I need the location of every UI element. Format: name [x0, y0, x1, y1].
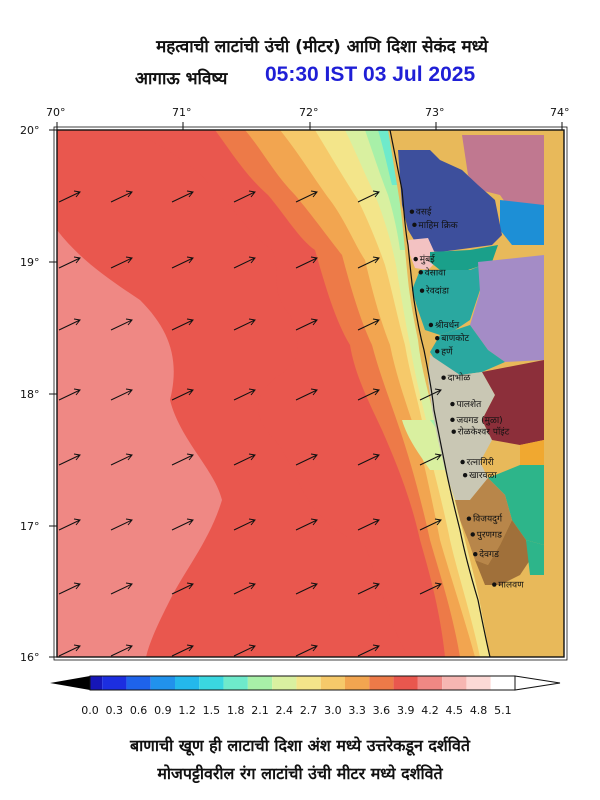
map-frame	[49, 122, 568, 661]
colorbar-cell	[247, 676, 273, 690]
colorbar-tick-label: 2.4	[275, 704, 294, 717]
colorbar-tick-label: 2.7	[299, 704, 318, 717]
colorbar-high-arrow	[514, 675, 561, 691]
place-marker	[409, 209, 415, 214]
place-marker	[412, 222, 417, 228]
lon-label-73: 73°	[425, 106, 445, 119]
colorbar-tick-label: 1.2	[178, 704, 196, 717]
colorbar-cell	[345, 676, 370, 690]
colorbar-cell	[126, 676, 151, 690]
place-marker	[413, 256, 418, 262]
place-marker	[435, 335, 440, 341]
lat-label-16: 16°	[20, 651, 40, 664]
place-label: मालवण	[498, 581, 524, 591]
colorbar-low-arrow	[50, 676, 90, 690]
place-label: वेसावा	[425, 266, 446, 278]
place-label: रेवदांडा	[426, 285, 450, 297]
place-label: विजयदुर्ग	[473, 513, 503, 525]
lat-label-19: 19°	[20, 256, 40, 269]
lat-label-17: 17°	[20, 520, 40, 533]
place-label: बाणकोट	[441, 332, 469, 344]
place-label: श्रीवर्धन	[435, 319, 460, 331]
lon-label-70: 70°	[46, 106, 66, 119]
place-label: देवगड	[479, 548, 499, 560]
colorbar-cell	[442, 676, 467, 690]
place-label: खारवळा	[469, 471, 497, 481]
lon-label-72: 72°	[299, 106, 319, 119]
place-label: हर्णे	[441, 345, 453, 357]
place-label: माहिम क्रिक	[418, 219, 458, 231]
colorbar	[50, 675, 561, 691]
lon-label-74: 74°	[550, 106, 570, 119]
colorbar-cell	[369, 676, 394, 690]
place-marker	[428, 322, 434, 328]
place-label: वसई	[416, 206, 433, 218]
lat-label-18: 18°	[20, 388, 40, 401]
colorbar-tick-label: 0.9	[154, 704, 172, 717]
colorbar-cell	[199, 676, 224, 690]
colorbar-tick-label: 4.5	[445, 704, 464, 717]
colorbar-cell	[466, 676, 491, 690]
colorbar-cell	[150, 676, 175, 690]
colorbar-cell	[90, 676, 103, 690]
colorbar-cell	[296, 676, 321, 690]
wave-direction-arrows	[58, 190, 442, 657]
colorbar-cell	[393, 676, 418, 690]
place-marker	[460, 459, 465, 465]
colorbar-tick-label: 4.8	[469, 704, 488, 717]
lon-label-71: 71°	[172, 106, 192, 119]
place-label: दाभोळ	[448, 372, 471, 384]
place-marker	[441, 375, 446, 380]
colorbar-tick-label: 4.2	[421, 704, 439, 717]
footer-arrow-note: बाणाची खूण ही लाटाची दिशा अंश मध्ये उत्त…	[130, 736, 470, 755]
colorbar-tick-label: 5.1	[494, 704, 512, 717]
colorbar-tick-label: 2.1	[251, 704, 269, 717]
lat-label-20: 20°	[20, 124, 40, 137]
colorbar-tick-label: 3.0	[324, 704, 342, 717]
colorbar-tick-label: 0.0	[81, 704, 99, 717]
colorbar-cell	[417, 676, 443, 690]
place-marker	[462, 472, 468, 478]
colorbar-cell	[272, 676, 297, 690]
place-marker	[451, 429, 456, 434]
place-label: रत्नागिरी	[467, 456, 495, 468]
place-marker	[435, 349, 440, 354]
colorbar-tick-label: 1.8	[226, 704, 245, 717]
place-label: मुंबई	[420, 253, 436, 265]
place-label: जयगड (मुळा)	[456, 416, 502, 426]
place-label: पालशेत	[456, 398, 482, 410]
colorbar-tick-label: 0.6	[129, 704, 148, 717]
colorbar-cell	[102, 676, 127, 690]
place-label: पुरणगड	[477, 530, 502, 540]
place-marker	[419, 288, 425, 293]
place-label: रोळकेश्वर पॉइंट	[458, 426, 510, 438]
colorbar-tick-label: 3.9	[396, 704, 415, 717]
colorbar-cell	[175, 676, 200, 690]
colorbar-cell	[320, 676, 345, 690]
forecast-timestamp: 05:30 IST 03 Jul 2025	[265, 63, 476, 86]
colorbar-tick-label: 3.3	[348, 704, 366, 717]
place-marker	[450, 417, 455, 423]
colorbar-tick-label: 3.6	[372, 704, 391, 717]
colorbar-tick-label: 0.3	[105, 704, 124, 717]
colorbar-cell	[223, 676, 248, 690]
colorbar-tick-label: 1.5	[202, 704, 221, 717]
map-title-line2: आगाऊ भविष्य	[135, 69, 228, 89]
place-marker	[470, 532, 475, 537]
footer-color-note: मोजपट्टीवरील रंग लाटांची उंची मीटर मध्ये…	[157, 764, 443, 783]
place-marker	[473, 552, 478, 557]
map-title-line1: महत्वाची लाटांची उंची (मीटर) आणि दिशा से…	[156, 37, 488, 57]
place-marker	[466, 516, 472, 521]
place-marker	[492, 582, 497, 587]
place-marker	[418, 270, 423, 275]
place-marker	[450, 401, 455, 407]
colorbar-cell	[490, 676, 515, 690]
